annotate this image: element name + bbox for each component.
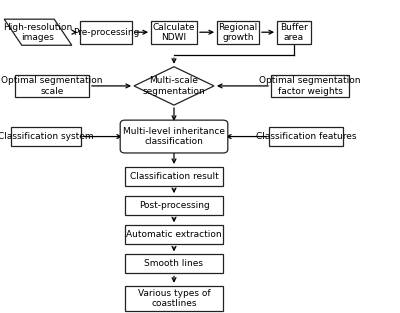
- Polygon shape: [134, 67, 214, 105]
- FancyBboxPatch shape: [11, 127, 81, 146]
- Text: Post-processing: Post-processing: [139, 201, 209, 210]
- Text: Automatic extraction: Automatic extraction: [126, 230, 222, 239]
- Text: Pre-processing: Pre-processing: [73, 28, 139, 37]
- Text: Multi-level inheritance
classification: Multi-level inheritance classification: [123, 127, 225, 146]
- Text: Smooth lines: Smooth lines: [144, 259, 204, 269]
- Text: Classification system: Classification system: [0, 132, 94, 141]
- FancyBboxPatch shape: [80, 21, 132, 44]
- FancyBboxPatch shape: [151, 21, 197, 44]
- Text: Classification result: Classification result: [130, 172, 218, 181]
- FancyBboxPatch shape: [15, 75, 89, 97]
- FancyBboxPatch shape: [120, 120, 228, 153]
- FancyBboxPatch shape: [125, 254, 223, 274]
- Text: Buffer
area: Buffer area: [280, 23, 308, 42]
- Text: Multi-scale
segmentation: Multi-scale segmentation: [143, 76, 205, 96]
- Text: Optimal segmentation
scale: Optimal segmentation scale: [1, 76, 103, 96]
- Text: Optimal segmentation
factor weights: Optimal segmentation factor weights: [259, 76, 361, 96]
- FancyBboxPatch shape: [277, 21, 311, 44]
- FancyBboxPatch shape: [125, 225, 223, 244]
- FancyBboxPatch shape: [125, 196, 223, 215]
- Text: Various types of
coastlines: Various types of coastlines: [138, 289, 210, 308]
- Text: High-resolution
images: High-resolution images: [3, 23, 73, 42]
- FancyBboxPatch shape: [217, 21, 259, 44]
- Text: Regional
growth: Regional growth: [218, 23, 258, 42]
- Polygon shape: [4, 19, 72, 45]
- Text: Classification features: Classification features: [256, 132, 356, 141]
- FancyBboxPatch shape: [269, 127, 343, 146]
- FancyBboxPatch shape: [125, 167, 223, 186]
- FancyBboxPatch shape: [271, 75, 349, 97]
- FancyBboxPatch shape: [125, 286, 223, 311]
- Text: Calculate
NDWI: Calculate NDWI: [153, 23, 195, 42]
